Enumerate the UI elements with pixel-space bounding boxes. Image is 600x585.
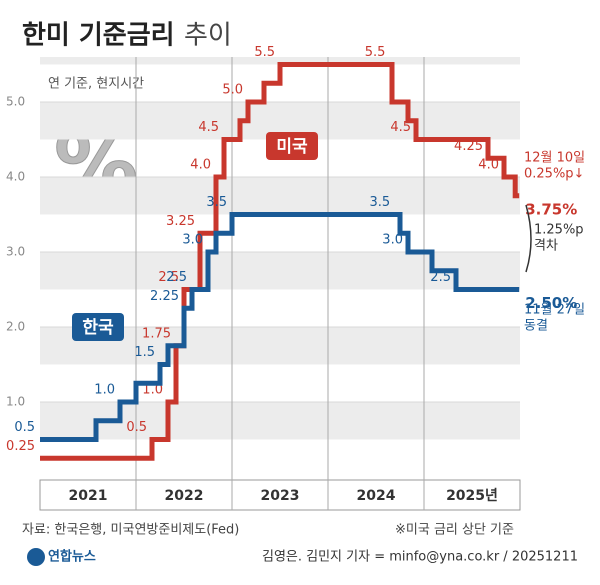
data-label: 5.5 bbox=[365, 45, 386, 60]
data-label: 2.25 bbox=[150, 289, 179, 304]
annotation: 1.25%p bbox=[534, 223, 584, 238]
step-line bbox=[40, 212, 520, 442]
data-label: 2.5 bbox=[430, 270, 451, 285]
y-tick-label: 5.0 bbox=[6, 95, 25, 109]
logo-icon bbox=[27, 548, 45, 566]
y-tick-label: 2.0 bbox=[6, 320, 25, 334]
data-label: 2.5 bbox=[166, 270, 187, 285]
data-label: 2.5 bbox=[158, 270, 179, 285]
credit: 김영은. 김민지 기자 = minfo@yna.co.kr / 20251211 bbox=[262, 550, 578, 565]
y-tick-label: 4.0 bbox=[6, 170, 25, 184]
legend-label: 미국 bbox=[276, 137, 308, 157]
source: 자료: 한국은행, 미국연방준비제도(Fed) bbox=[22, 522, 239, 538]
legend-label: 한국 bbox=[82, 318, 114, 338]
data-label: 4.25 bbox=[454, 139, 483, 154]
data-label: 5.0 bbox=[222, 83, 243, 98]
annotation: 12월 10일 bbox=[524, 151, 585, 166]
data-label: 0.25 bbox=[6, 439, 35, 454]
x-tick-label: 2025년 bbox=[446, 488, 498, 504]
x-tick-label: 2021 bbox=[69, 488, 108, 504]
note: ※미국 금리 상단 기준 bbox=[395, 523, 514, 538]
annotation: 11월 27일 bbox=[524, 303, 585, 318]
data-label: 4.0 bbox=[190, 158, 211, 173]
data-label: 4.0 bbox=[478, 158, 499, 173]
chart-title: 한미 기준금리 bbox=[22, 21, 175, 51]
legend-badge bbox=[72, 313, 124, 341]
chart-subtitle: 추이 bbox=[184, 21, 232, 51]
unit-note: 연 기준, 현지시간 bbox=[48, 77, 144, 92]
gap-brace bbox=[525, 204, 532, 273]
data-label: 2.50% bbox=[525, 294, 577, 312]
data-label: 3.25 bbox=[166, 214, 195, 229]
y-tick-label: 3.0 bbox=[6, 245, 25, 259]
x-tick-label: 2023 bbox=[261, 488, 300, 504]
x-tick-label: 2024 bbox=[357, 488, 396, 504]
data-label: 5.5 bbox=[254, 45, 275, 60]
data-label: 3.75% bbox=[525, 200, 577, 218]
logo: 연합뉴스 bbox=[48, 549, 96, 565]
stripe bbox=[40, 177, 520, 215]
legend-badge bbox=[266, 132, 318, 160]
x-tick-label: 2022 bbox=[165, 488, 204, 504]
data-label: 4.5 bbox=[198, 120, 219, 135]
data-label: 1.0 bbox=[94, 383, 115, 398]
y-tick-label: 1.0 bbox=[6, 395, 25, 409]
stripe bbox=[40, 57, 520, 65]
x-axis-band bbox=[39, 479, 521, 511]
data-label: 3.5 bbox=[206, 195, 227, 210]
data-label: 1.75 bbox=[142, 326, 171, 341]
data-label: 3.0 bbox=[182, 233, 203, 248]
data-label: 0.5 bbox=[14, 420, 35, 435]
annotation: 0.25%p↓ bbox=[524, 167, 584, 182]
annotation: 동결 bbox=[524, 319, 548, 334]
data-label: 4.5 bbox=[390, 120, 411, 135]
annotation: 격차 bbox=[534, 239, 558, 254]
data-label: 1.0 bbox=[142, 383, 163, 398]
data-label: 3.0 bbox=[382, 233, 403, 248]
data-label: 1.5 bbox=[134, 345, 155, 360]
data-label: 0.5 bbox=[126, 420, 147, 435]
data-label: 3.5 bbox=[370, 195, 391, 210]
